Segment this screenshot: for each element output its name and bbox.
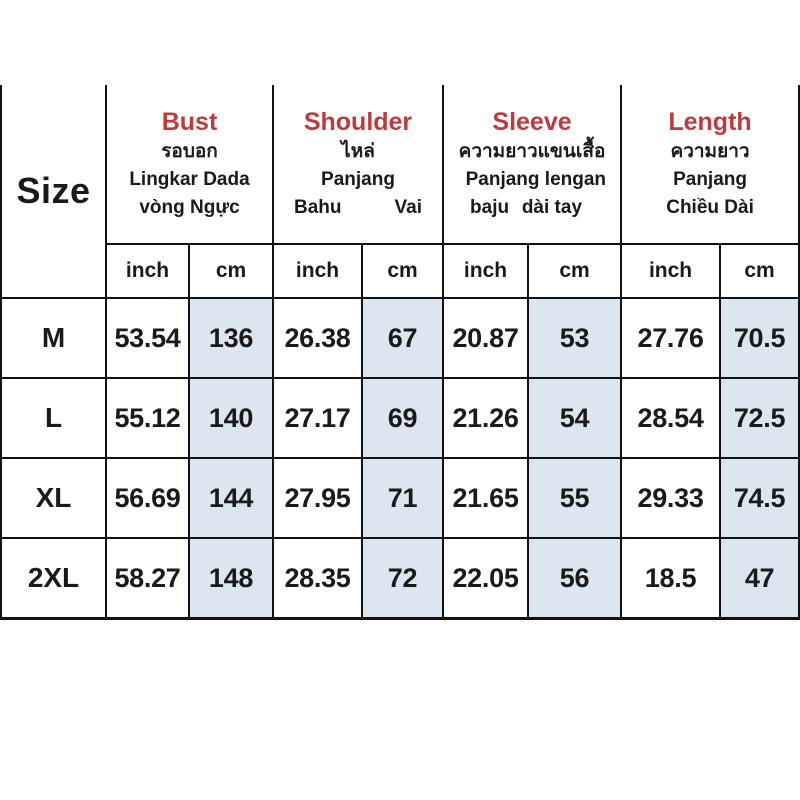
length-label-th: ความยาว bbox=[670, 141, 750, 162]
value-cell: 144 bbox=[188, 457, 274, 539]
size-cell: 2XL bbox=[0, 537, 107, 620]
shoulder-label-vi: Vai bbox=[394, 197, 423, 218]
value-cell: 72.5 bbox=[719, 377, 800, 459]
value-cell: 26.38 bbox=[272, 297, 363, 379]
value-cell: 22.05 bbox=[442, 537, 530, 620]
value-cell: 74.5 bbox=[719, 457, 800, 539]
col-header-sleeve: Sleeve ความยาวแขนเสื้อ Panjang lengan ba… bbox=[442, 85, 623, 245]
value-cell: 71 bbox=[360, 457, 445, 539]
size-chart-table: Size Bust รอบอก Lingkar Dada vòng Ngực S… bbox=[0, 85, 800, 620]
value-cell: 58.27 bbox=[105, 537, 190, 620]
size-cell: M bbox=[0, 297, 107, 379]
value-cell: 136 bbox=[188, 297, 274, 379]
shoulder-label-row4: Bahu Vai bbox=[274, 194, 442, 221]
length-label-en: Length bbox=[668, 108, 752, 136]
bust-label-th: รอบอก bbox=[161, 141, 218, 162]
value-cell: 28.35 bbox=[272, 537, 363, 620]
value-cell: 53.54 bbox=[105, 297, 190, 379]
unit-header-cm: cm bbox=[527, 243, 623, 299]
value-cell: 148 bbox=[188, 537, 274, 620]
value-cell: 28.54 bbox=[620, 377, 722, 459]
table-row: M 53.54 136 26.38 67 20.87 53 27.76 70.5 bbox=[0, 297, 800, 379]
value-cell: 47 bbox=[719, 537, 800, 620]
value-cell: 55 bbox=[527, 457, 623, 539]
value-cell: 27.76 bbox=[620, 297, 722, 379]
shoulder-label-th: ไหล่ bbox=[341, 141, 375, 162]
value-cell: 56.69 bbox=[105, 457, 190, 539]
shoulder-label-id2: Bahu bbox=[294, 197, 342, 218]
value-cell: 29.33 bbox=[620, 457, 722, 539]
table-row: 2XL 58.27 148 28.35 72 22.05 56 18.5 47 bbox=[0, 537, 800, 620]
unit-header-cm: cm bbox=[188, 243, 274, 299]
shoulder-label-en: Shoulder bbox=[303, 108, 413, 136]
sleeve-label-vi: dài tay bbox=[521, 197, 583, 218]
unit-header-cm: cm bbox=[719, 243, 800, 299]
value-cell: 67 bbox=[360, 297, 445, 379]
length-label-id: Panjang bbox=[673, 169, 747, 190]
bust-label-id: Lingkar Dada bbox=[129, 169, 250, 190]
bust-label-vi: vòng Ngực bbox=[139, 197, 240, 218]
col-header-length: Length ความยาว Panjang Chiều Dài bbox=[620, 85, 800, 245]
unit-header-inch: inch bbox=[442, 243, 530, 299]
value-cell: 18.5 bbox=[620, 537, 722, 620]
length-label-vi: Chiều Dài bbox=[666, 197, 754, 218]
value-cell: 53 bbox=[527, 297, 623, 379]
sleeve-label-id2: baju bbox=[470, 197, 510, 218]
col-header-shoulder: Shoulder ไหล่ Panjang Bahu Vai bbox=[271, 85, 445, 245]
unit-header-inch: inch bbox=[105, 243, 190, 299]
size-cell: L bbox=[0, 377, 107, 459]
bust-label-en: Bust bbox=[161, 108, 218, 136]
value-cell: 140 bbox=[188, 377, 274, 459]
value-cell: 69 bbox=[360, 377, 445, 459]
sleeve-label-id1: Panjang lengan bbox=[465, 169, 607, 190]
sleeve-label-th: ความยาวแขนเสื้อ bbox=[458, 141, 606, 162]
header-row: Size Bust รอบอก Lingkar Dada vòng Ngực S… bbox=[0, 85, 800, 299]
value-cell: 70.5 bbox=[719, 297, 800, 379]
table-row: XL 56.69 144 27.95 71 21.65 55 29.33 74.… bbox=[0, 457, 800, 539]
value-cell: 54 bbox=[527, 377, 623, 459]
value-cell: 55.12 bbox=[105, 377, 190, 459]
sleeve-label-en: Sleeve bbox=[492, 108, 572, 136]
shoulder-label-id1: Panjang bbox=[321, 169, 395, 190]
value-cell: 27.17 bbox=[272, 377, 363, 459]
table-row: L 55.12 140 27.17 69 21.26 54 28.54 72.5 bbox=[0, 377, 800, 459]
value-cell: 72 bbox=[360, 537, 445, 620]
value-cell: 56 bbox=[527, 537, 623, 620]
value-cell: 21.65 bbox=[442, 457, 530, 539]
sleeve-label-row4: baju dài tay bbox=[444, 194, 620, 221]
col-header-bust: Bust รอบอก Lingkar Dada vòng Ngực bbox=[105, 85, 274, 245]
units-row: inch cm inch cm inch cm inch cm bbox=[1, 243, 800, 299]
unit-header-cm: cm bbox=[360, 243, 445, 299]
size-cell: XL bbox=[0, 457, 107, 539]
value-cell: 21.26 bbox=[442, 377, 530, 459]
corner-header-size: Size bbox=[0, 85, 107, 299]
unit-header-inch: inch bbox=[620, 243, 722, 299]
value-cell: 20.87 bbox=[442, 297, 530, 379]
unit-header-inch: inch bbox=[272, 243, 363, 299]
value-cell: 27.95 bbox=[272, 457, 363, 539]
